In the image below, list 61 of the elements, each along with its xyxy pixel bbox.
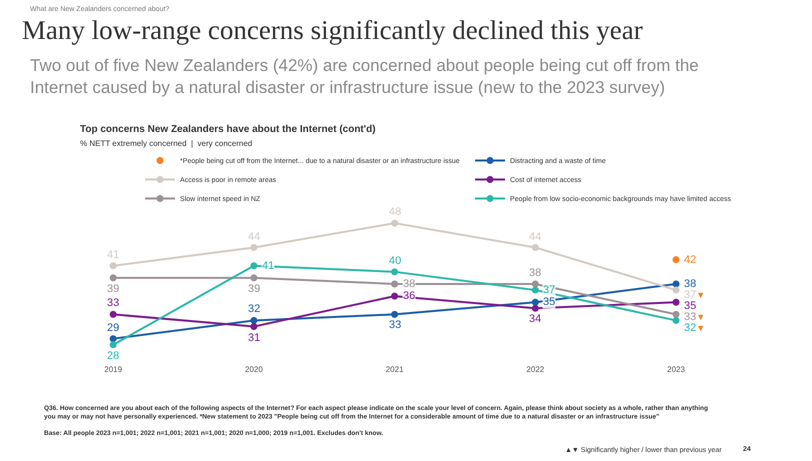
- point: [672, 280, 680, 288]
- point: [110, 335, 117, 342]
- x-tick-label: 2021: [386, 365, 404, 374]
- point: [250, 262, 258, 270]
- x-tick-label: 2020: [244, 365, 264, 374]
- point: [250, 244, 258, 252]
- point: [391, 292, 398, 300]
- data-label: 42: [684, 254, 696, 266]
- point: [250, 316, 258, 324]
- point: [110, 262, 117, 270]
- point: [532, 244, 539, 252]
- point: [672, 286, 680, 294]
- chart-subtitle: Two out of five New Zealanders (42%) are concerned about people being cut off from the Internet caused by a natural disaster or infrastructure issue (new to the 2023 survey): [30, 56, 699, 98]
- data-label: 44: [529, 231, 542, 243]
- data-label: 39: [107, 283, 120, 295]
- data-label: 35: [543, 296, 556, 308]
- data-label: 44: [248, 231, 260, 243]
- point: [110, 274, 117, 282]
- point: [532, 280, 539, 288]
- text: % NETT extremely concerned | very concerned: [80, 139, 252, 148]
- point: [532, 304, 539, 312]
- point: [532, 298, 539, 306]
- data-label: 40: [389, 255, 402, 267]
- chart-title: Many low-range concerns significantly declined this year: [22, 14, 643, 45]
- point: [672, 310, 680, 318]
- data-label: 34: [529, 313, 542, 325]
- point: [250, 274, 258, 282]
- data-label: 32▼: [684, 322, 706, 334]
- data-label: 36: [403, 290, 416, 302]
- data-label: 48: [389, 206, 402, 218]
- data-label: 37: [543, 284, 556, 296]
- x-tick-label: 2023: [667, 365, 686, 374]
- data-label: 37▼: [684, 289, 706, 301]
- data-label: 29: [107, 322, 120, 334]
- x-tick-label: 2019: [104, 365, 123, 374]
- point: [250, 323, 258, 330]
- point: [110, 341, 117, 348]
- data-label: 33: [107, 297, 120, 309]
- x-tick-label: 2022: [526, 365, 545, 374]
- point: [391, 310, 398, 318]
- data-label: 31: [248, 332, 260, 344]
- point: [391, 268, 398, 276]
- data-label: 38: [529, 267, 542, 279]
- point: [532, 286, 539, 294]
- text: Top concerns New Zealanders have about the Internet (cont'd): [80, 124, 376, 135]
- data-label: 35: [684, 300, 696, 312]
- data-label: 28: [107, 350, 120, 362]
- data-label: 41: [107, 249, 120, 261]
- data-label: 41: [262, 260, 274, 272]
- data-label: 38: [684, 278, 696, 290]
- point: [672, 298, 680, 306]
- data-label: 32: [248, 303, 260, 315]
- data-label: 33▼: [684, 311, 706, 323]
- point: [110, 310, 117, 318]
- data-label: 33: [389, 319, 402, 331]
- data-label: 39: [248, 283, 260, 295]
- point: [672, 316, 680, 324]
- point: [391, 280, 398, 288]
- point: [672, 256, 680, 264]
- data-label: 38: [403, 278, 416, 290]
- point: [391, 220, 398, 227]
